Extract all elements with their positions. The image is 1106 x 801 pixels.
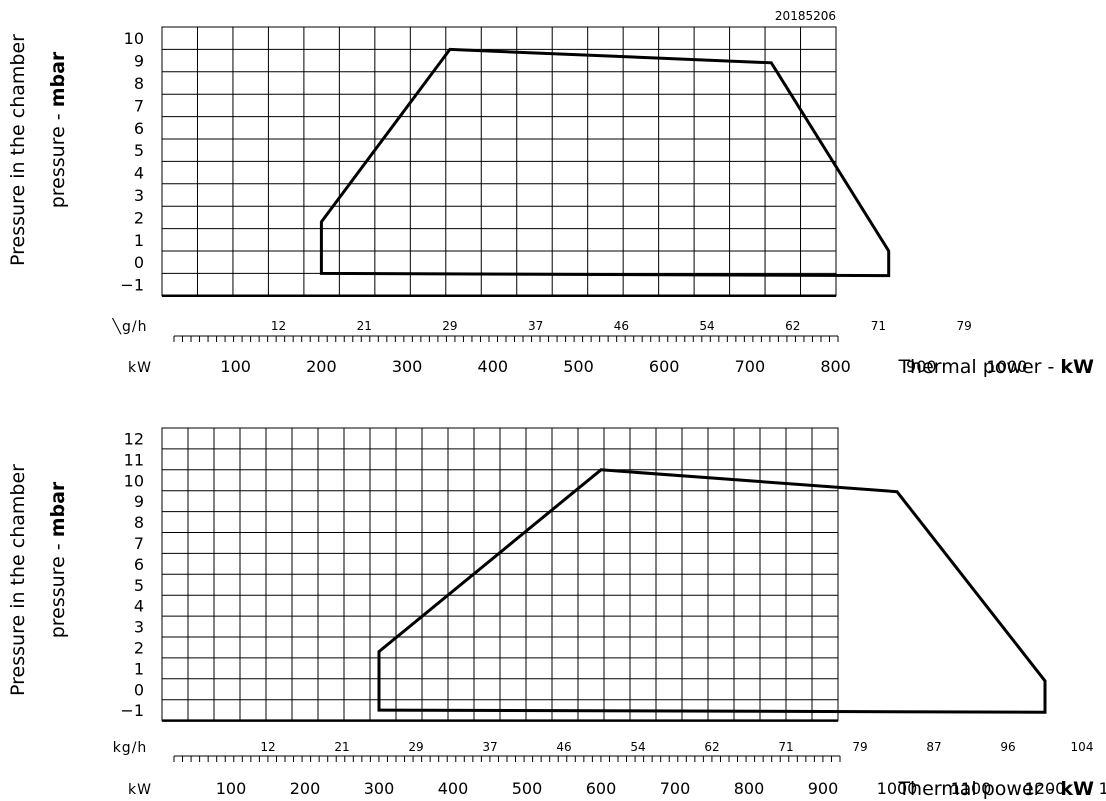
secondary-tick-label: 29 [408,740,423,754]
y-tick-label: 5 [134,576,144,595]
y-axis-title-line1: Pressure in the chamber [7,464,29,696]
secondary-tick-label: 29 [442,319,457,333]
y-axis-title-unit: mbar [47,51,69,107]
secondary-tick-label: 62 [704,740,719,754]
secondary-tick-label: 37 [528,319,543,333]
secondary-tick-label: 62 [785,319,800,333]
x-tick-label: 700 [660,779,691,798]
y-tick-label: 10 [124,29,144,48]
y-tick-label: 7 [134,534,144,553]
x-tick-label: 700 [735,357,766,376]
y-tick-label: 6 [134,119,144,138]
y-tick-label: 9 [134,52,144,71]
x-tick-label: 100 [216,779,247,798]
x-tick-label: 900 [808,779,839,798]
document-code: 20185206 [775,9,836,23]
y-tick-label: −1 [120,701,144,720]
y-axis-title-text: pressure - [47,537,69,638]
y-tick-label: 2 [134,638,144,657]
secondary-axis-unit: ╲g/h [112,318,148,335]
secondary-tick-label: 46 [556,740,571,754]
x-axis-unit: kW [128,360,152,376]
secondary-tick-label: 71 [778,740,793,754]
y-tick-label: 12 [124,429,144,448]
x-tick-label: 200 [306,357,337,376]
x-tick-label: 200 [290,779,321,798]
secondary-tick-label: 46 [614,319,629,333]
y-tick-label: 2 [134,208,144,227]
secondary-tick-label: 21 [334,740,349,754]
y-tick-label: 9 [134,492,144,511]
x-tick-label: 800 [820,357,851,376]
x-tick-label: 1000 [877,779,918,798]
x-axis-title-unit: kW [1060,356,1094,378]
x-axis-title-text: Thermal power - [897,778,1060,800]
x-tick-label: 500 [563,357,594,376]
y-tick-label: 0 [134,680,144,699]
y-tick-label: 8 [134,74,144,93]
secondary-tick-label: 12 [260,740,275,754]
secondary-tick-label: 21 [357,319,372,333]
y-tick-label: 4 [134,164,144,183]
secondary-tick-label: 37 [482,740,497,754]
x-tick-label: 500 [512,779,543,798]
y-tick-label: 8 [134,513,144,532]
x-tick-label: 300 [392,357,423,376]
y-axis-title-line1: Pressure in the chamber [7,34,29,266]
x-tick-label: 1000 [987,357,1028,376]
y-tick-label: 0 [134,253,144,272]
y-tick-label: 3 [134,186,144,205]
y-tick-label: 4 [134,597,144,616]
x-axis-title: Thermal power - kW [897,778,1094,800]
y-axis-title-text: pressure - [47,107,69,208]
y-tick-label: 5 [134,141,144,160]
y-tick-label: 1 [134,659,144,678]
secondary-tick-label: 12 [271,319,286,333]
x-tick-label: 600 [649,357,680,376]
secondary-tick-label: 54 [699,319,714,333]
x-tick-label: 800 [734,779,765,798]
secondary-tick-label: 71 [871,319,886,333]
x-tick-label: 600 [586,779,617,798]
x-axis-title-unit: kW [1060,778,1094,800]
x-tick-label: 1100 [951,779,992,798]
secondary-tick-label: 54 [630,740,645,754]
secondary-tick-label: 96 [1000,740,1015,754]
x-tick-label: 400 [478,357,509,376]
x-axis-unit: kW [128,782,152,798]
x-axis-title: Thermal power - kW [897,356,1094,378]
y-axis-title-line2: pressure - mbar [47,481,69,638]
x-axis-title-text: Thermal power - [897,356,1060,378]
y-tick-label: −1 [120,276,144,295]
y-tick-label: 7 [134,96,144,115]
y-tick-label: 11 [124,450,144,469]
x-tick-label: 400 [438,779,469,798]
secondary-axis-unit: kg/h [113,740,148,756]
x-tick-label: 300 [364,779,395,798]
secondary-tick-label: 87 [926,740,941,754]
x-tick-label: 900 [906,357,937,376]
x-tick-label: 100 [220,357,251,376]
working-field-line [319,47,891,278]
working-field-line [377,468,1047,714]
y-axis-title-unit: mbar [47,481,69,537]
y-tick-label: 3 [134,618,144,637]
y-axis-title-line2: pressure - mbar [47,51,69,208]
x-tick-label: 1200 [1025,779,1066,798]
x-tick-label: 1300 [1099,779,1106,798]
secondary-tick-label: 104 [1071,740,1094,754]
y-tick-label: 10 [124,471,144,490]
y-tick-label: 1 [134,231,144,250]
secondary-tick-label: 79 [957,319,972,333]
y-tick-label: 6 [134,555,144,574]
secondary-tick-label: 79 [852,740,867,754]
